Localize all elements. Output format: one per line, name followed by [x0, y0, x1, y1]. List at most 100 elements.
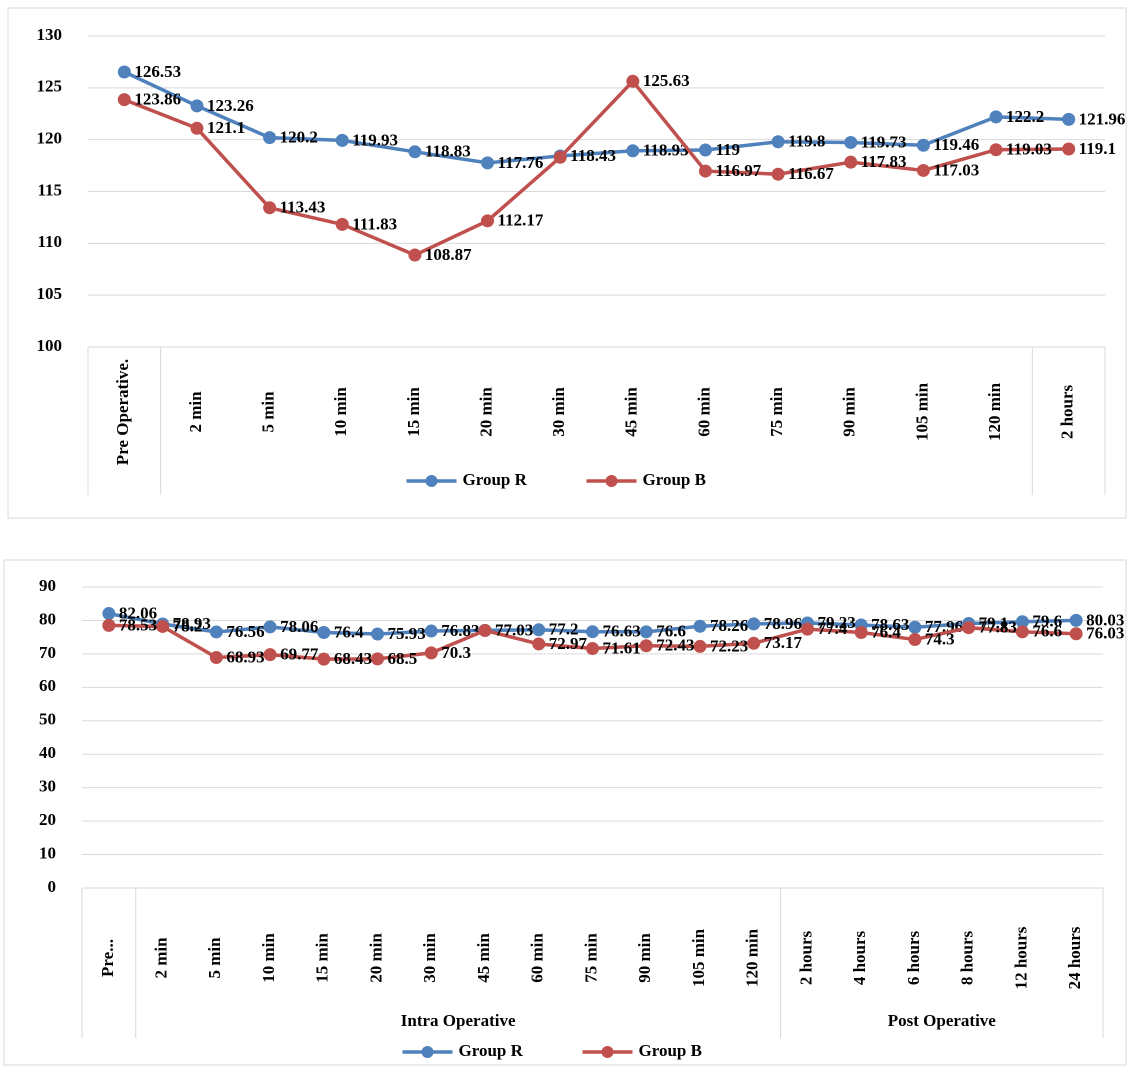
x-tick-label: 60 min	[694, 387, 713, 437]
data-point	[263, 201, 277, 215]
legend-marker	[421, 1046, 434, 1058]
x-tick-label: 8 hours	[958, 930, 977, 985]
series-line	[123, 70, 1069, 165]
data-point	[639, 625, 653, 639]
data-point	[209, 625, 223, 639]
x-tick-label: 20 min	[366, 933, 385, 983]
x-tick-label: 105 min	[912, 382, 931, 441]
data-label: 119.03	[1006, 140, 1052, 159]
data-label: 78.96	[764, 614, 802, 633]
data-label: 113.43	[280, 198, 326, 217]
data-point	[317, 625, 331, 639]
data-point	[117, 65, 131, 79]
data-point	[424, 646, 438, 660]
data-point	[335, 217, 349, 231]
data-label: 78.63	[871, 615, 909, 634]
data-label: 68.43	[334, 649, 372, 668]
data-point	[1069, 627, 1083, 641]
data-label: 71.61	[603, 638, 641, 657]
x-tick-label: 2 min	[186, 391, 205, 433]
y-tick-label: 100	[37, 336, 63, 355]
data-point	[747, 636, 761, 650]
y-tick-label: 110	[37, 232, 62, 251]
data-label: 74.3	[925, 629, 955, 648]
data-point	[478, 623, 492, 637]
data-point	[844, 155, 858, 169]
data-label: 76.4	[334, 622, 364, 641]
data-label: 119.46	[933, 135, 979, 154]
x-tick-label: 90 min	[840, 387, 859, 437]
y-tick-label: 30	[39, 777, 56, 796]
x-tick-label: 75 min	[581, 933, 600, 983]
y-tick-label: 70	[39, 643, 56, 662]
x-tick-label: 6 hours	[904, 930, 923, 985]
y-tick-label: 125	[37, 77, 63, 96]
data-point	[371, 627, 385, 641]
legend-marker	[601, 1046, 614, 1058]
x-tick-label: Pre...	[98, 939, 117, 977]
data-point	[916, 138, 930, 152]
data-label: 72.97	[549, 634, 588, 653]
data-label: 78.06	[280, 617, 318, 636]
data-point	[626, 74, 640, 88]
data-label: 72.43	[656, 636, 694, 655]
data-label: 73.17	[764, 633, 803, 652]
data-point	[117, 93, 131, 107]
data-label: 77.2	[549, 620, 579, 639]
data-label: 108.87	[425, 245, 472, 264]
y-tick-label: 50	[39, 710, 56, 729]
data-label: 118.83	[425, 142, 471, 161]
x-tick-label: 120 min	[985, 382, 1004, 441]
y-tick-label: 40	[39, 743, 56, 762]
data-point	[263, 131, 277, 145]
y-tick-label: 0	[48, 877, 57, 896]
data-point	[102, 607, 116, 621]
x-tick-label: 45 min	[474, 933, 493, 983]
x-tick-label: 2 min	[152, 937, 171, 979]
data-label: 77	[495, 620, 513, 639]
data-label: 76.4	[871, 622, 901, 641]
data-point	[263, 648, 277, 662]
legend-label: Group R	[459, 1041, 524, 1060]
data-point	[190, 121, 204, 135]
data-point	[424, 624, 438, 638]
x-tick-label: 105 min	[689, 928, 708, 987]
chart-frame	[3, 559, 1127, 1066]
data-point	[586, 642, 599, 656]
data-label: 68.93	[226, 647, 264, 666]
x-tick-label: 15 min	[313, 933, 332, 983]
x-tick-label: 5 min	[259, 391, 278, 433]
legend-label: Group B	[643, 470, 706, 489]
data-label: 121.1	[207, 118, 245, 137]
x-tick-label: 90 min	[635, 933, 654, 983]
data-label: 78.53	[119, 615, 157, 634]
data-point	[1062, 112, 1076, 126]
data-label: 126.53	[134, 62, 181, 81]
data-point	[693, 639, 707, 653]
x-tick-label: 120 min	[743, 928, 762, 987]
data-label: 78.93	[173, 614, 211, 633]
x-tick-label: 2 hours	[1058, 384, 1077, 439]
category-group-label: Post Operative	[888, 1011, 997, 1030]
data-point	[854, 625, 868, 639]
data-label: 119	[715, 140, 740, 159]
x-tick-label: 75 min	[767, 387, 786, 437]
data-label: 120.2	[280, 127, 318, 146]
data-label: 116.97	[715, 161, 761, 180]
data-point	[989, 110, 1003, 124]
data-point	[639, 639, 653, 653]
data-label: 70.3	[441, 643, 471, 662]
x-tick-label: 10 min	[259, 933, 278, 983]
data-point	[586, 625, 599, 639]
data-point	[1069, 613, 1083, 627]
data-label: 119.1	[1079, 139, 1116, 158]
x-tick-label: 30 min	[549, 387, 568, 437]
y-tick-label: 80	[39, 609, 56, 628]
data-point	[800, 622, 814, 636]
x-tick-label: 45 min	[622, 387, 641, 437]
data-label: 76.83	[441, 621, 479, 640]
data-label: 68.5	[388, 649, 418, 668]
x-tick-label: 60 min	[528, 933, 547, 983]
data-point	[481, 214, 495, 228]
